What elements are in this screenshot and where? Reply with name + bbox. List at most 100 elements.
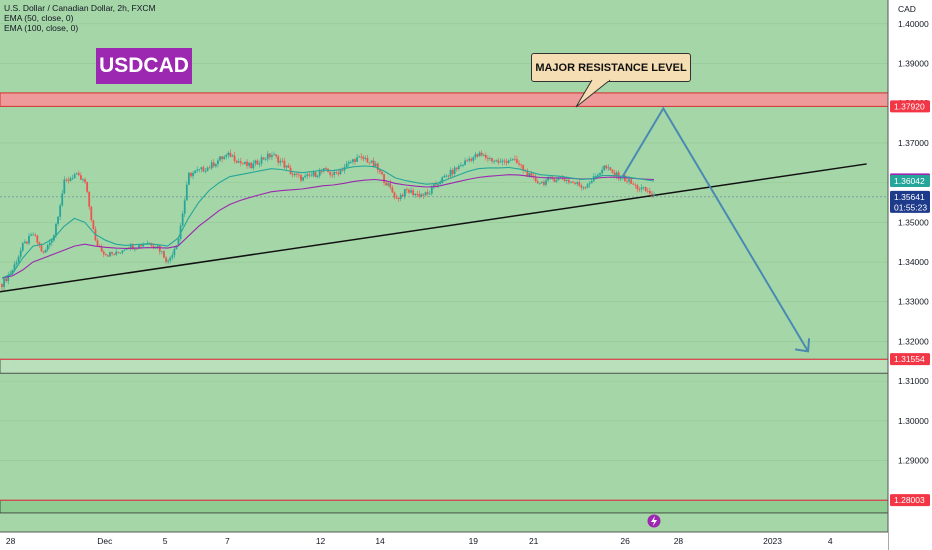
candle-body — [15, 262, 18, 265]
candle-body — [169, 257, 172, 261]
candle — [457, 164, 460, 171]
candle-body — [119, 252, 122, 254]
candle-body — [572, 181, 574, 183]
candle — [540, 180, 543, 184]
candle — [214, 163, 217, 168]
candle — [21, 241, 24, 253]
candle-body — [459, 165, 462, 167]
candle-body — [534, 177, 537, 182]
candle-body — [90, 206, 93, 221]
forecast-layer — [620, 106, 811, 353]
candle — [545, 178, 547, 187]
candle — [121, 250, 124, 255]
resistance-callout: MAJOR RESISTANCE LEVEL — [531, 53, 691, 82]
time-axis[interactable] — [0, 532, 888, 550]
time-tick-label: 19 — [469, 536, 479, 546]
candle-body — [580, 185, 583, 188]
candle — [223, 154, 226, 160]
candle-body — [426, 192, 429, 194]
price-tag: 1.36042 — [890, 174, 930, 187]
candle — [358, 155, 361, 158]
candle-body — [632, 183, 635, 185]
candle — [115, 248, 118, 257]
candle-body — [615, 172, 618, 176]
candle-body — [349, 161, 352, 163]
time-tick-label: 14 — [375, 536, 385, 546]
candle — [258, 160, 261, 168]
candle — [570, 181, 572, 184]
candle-body — [449, 169, 452, 177]
price-tag: 1.31554 — [890, 353, 930, 366]
candle-body — [437, 184, 439, 186]
candle — [470, 157, 473, 163]
candle-body — [115, 251, 118, 255]
candle-body — [447, 175, 450, 177]
candles-layer — [1, 149, 655, 291]
ema100-legend[interactable]: EMA (100, close, 0) — [4, 23, 79, 33]
candle — [202, 165, 205, 173]
candle-body — [503, 160, 506, 162]
price-axis[interactable] — [888, 0, 932, 550]
candle — [397, 197, 400, 203]
ema50-legend[interactable]: EMA (50, close, 0) — [4, 13, 74, 23]
candle — [651, 190, 653, 198]
candle — [472, 156, 475, 164]
candle-body — [644, 186, 647, 191]
symbol-title[interactable]: U.S. Dollar / Canadian Dollar, 2h, FXCM — [4, 3, 156, 13]
candle-body — [235, 160, 238, 163]
candle-body — [206, 167, 209, 172]
candle-body — [158, 245, 161, 252]
candle — [295, 172, 298, 178]
candle — [597, 172, 599, 177]
candle-body — [248, 162, 250, 166]
candle-body — [227, 152, 230, 156]
candle — [499, 158, 502, 163]
candle-body — [165, 257, 167, 262]
candle — [181, 210, 184, 227]
candle-body — [526, 170, 529, 177]
candle-body — [75, 173, 78, 175]
candle — [11, 269, 14, 276]
candle — [513, 155, 516, 162]
candle-body — [372, 160, 375, 167]
candle — [111, 251, 113, 256]
candle — [420, 192, 423, 198]
candle-body — [507, 160, 510, 163]
candle-body — [252, 163, 255, 169]
chart-background — [0, 0, 888, 532]
candle — [553, 177, 556, 183]
candle — [84, 177, 86, 184]
candle-body — [11, 270, 14, 274]
candle — [61, 189, 64, 208]
candle-body — [341, 169, 344, 171]
candle — [636, 183, 639, 193]
candle-body — [42, 251, 45, 253]
candle-body — [441, 177, 444, 183]
candle-body — [406, 189, 408, 190]
price-tag-box — [890, 174, 930, 187]
candle-body — [13, 264, 16, 271]
candle-body — [567, 180, 570, 183]
candle — [468, 156, 471, 163]
candle — [354, 157, 356, 165]
candle — [173, 246, 176, 259]
ema50-line — [1, 165, 655, 279]
candle — [244, 161, 246, 166]
candle-body — [366, 157, 369, 163]
candle — [187, 172, 190, 186]
price-tick-label: 1.30000 — [898, 416, 929, 426]
candle-body — [266, 153, 269, 160]
candle-body — [106, 255, 109, 257]
candle-body — [570, 181, 572, 183]
candle-body — [281, 160, 284, 162]
price-tick-label: 1.29000 — [898, 456, 929, 466]
candle-body — [597, 174, 599, 177]
lightning-icon[interactable] — [647, 514, 661, 528]
candle-body — [57, 216, 59, 224]
candle-body — [607, 167, 610, 169]
candle — [271, 152, 273, 161]
candle — [478, 151, 481, 157]
candle — [252, 160, 255, 171]
candle — [32, 232, 35, 236]
